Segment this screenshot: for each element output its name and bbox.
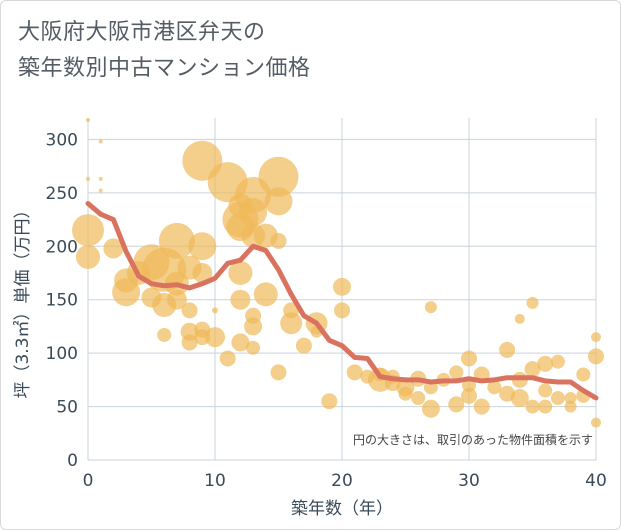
data-bubble [550,354,565,369]
data-bubble [461,350,477,367]
data-bubble [231,333,250,352]
x-tick-label: 0 [83,471,94,491]
data-bubble [103,238,124,259]
data-bubble [246,340,261,355]
data-bubble [424,301,437,314]
data-bubble [157,327,172,342]
data-bubble [98,188,103,193]
data-bubble [244,317,263,336]
data-bubble [98,176,103,181]
plot-area [72,118,604,428]
data-bubble [564,400,577,413]
data-bubble [219,350,236,367]
data-bubble [72,214,104,247]
data-bubble [253,282,278,307]
data-bubble [449,365,464,380]
data-bubble [86,118,90,123]
data-bubble [239,198,268,227]
data-bubble [526,296,539,309]
data-bubble [538,383,553,398]
data-bubble [270,232,287,249]
data-bubble [499,341,516,358]
data-bubble [473,398,490,415]
data-bubble [514,313,525,324]
data-bubble [158,222,195,259]
y-tick-label: 250 [46,184,78,204]
data-bubble [461,387,477,404]
data-bubble [550,391,565,406]
y-tick-label: 100 [46,344,78,364]
data-bubble [76,244,100,269]
chart-title-line2: 築年数別中古マンション価格 [18,56,311,81]
data-bubble [192,262,213,283]
y-tick-label: 150 [46,291,78,311]
data-bubble [333,277,351,296]
data-bubble [166,289,187,310]
data-bubble [181,302,198,319]
data-bubble [398,386,413,401]
data-bubble [564,392,577,405]
y-axis-label: 坪（3.3㎡）単価（万円） [13,201,33,398]
tick-labels: 0 10 20 30 40 0 50 100 150 200 250 300 [46,130,607,491]
data-bubble [525,399,540,414]
y-tick-label: 200 [46,237,78,257]
data-bubble [86,176,90,181]
data-bubble [487,380,502,395]
y-tick-label: 300 [46,130,78,150]
x-tick-label: 40 [585,471,607,491]
data-bubble [112,278,141,307]
data-bubble [258,156,299,197]
x-axis-label: 築年数（年） [291,499,393,519]
data-bubble [230,289,251,310]
data-bubble [524,361,541,378]
data-bubble [264,187,293,216]
x-tick-label: 30 [458,471,480,491]
data-bubble [510,389,529,408]
trend-line-group [85,201,599,401]
data-bubble [181,334,198,351]
x-tick-label: 20 [331,471,353,491]
data-bubble [228,260,253,285]
data-bubble [280,312,303,335]
data-bubble [576,367,591,382]
chart-title-line1: 大阪府大阪市港区弁天の [18,20,266,45]
data-bubble [537,355,554,372]
data-bubble [538,399,553,414]
data-bubble [346,364,363,381]
data-bubble [270,364,287,381]
data-bubble [295,337,312,354]
data-bubble [591,417,601,428]
data-bubble [188,232,217,261]
y-tick-label: 0 [67,451,78,471]
data-bubble [334,302,350,319]
data-bubble [98,139,103,144]
data-bubble [421,399,440,418]
data-bubble [212,307,218,314]
data-bubble [321,393,338,410]
data-bubble [591,332,601,343]
size-note: 円の大きさは、取引のあった物件面積を示す [353,432,593,447]
x-tick-label: 10 [204,471,226,491]
data-bubble [411,391,426,406]
data-bubble [588,348,604,365]
trend-line [85,201,599,401]
y-tick-label: 50 [56,398,78,418]
data-bubble [448,396,465,413]
data-bubble [205,327,225,348]
